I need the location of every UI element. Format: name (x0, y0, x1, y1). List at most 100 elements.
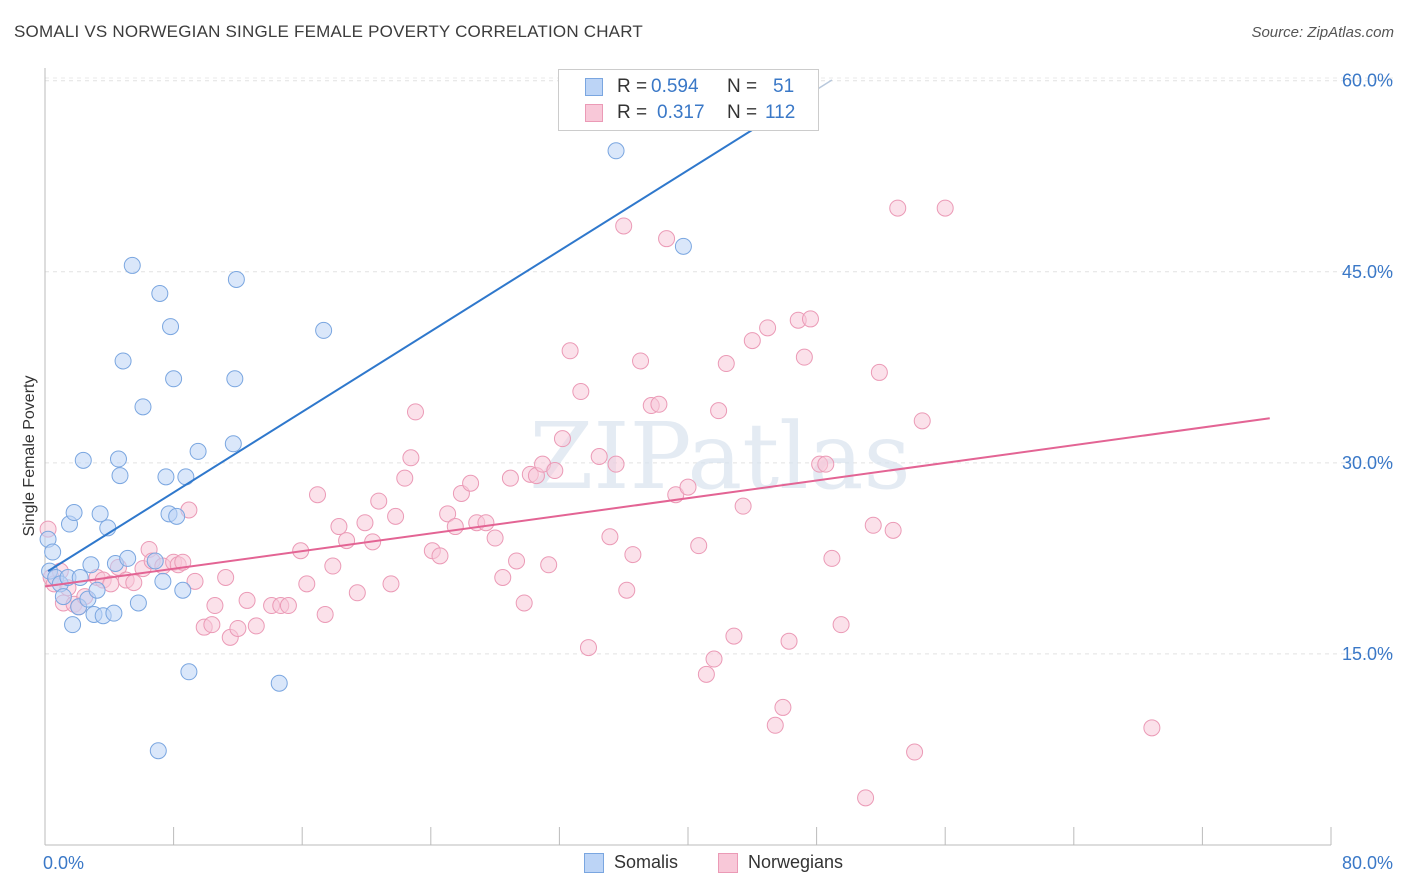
norwegian-point (889, 199, 907, 217)
norwegian-point (743, 332, 761, 350)
norwegian-point (477, 514, 495, 532)
somali-point (165, 370, 183, 388)
somali-point (224, 435, 242, 453)
norwegian-point (650, 395, 668, 413)
norwegians-r-value: 0.317 (657, 102, 705, 123)
somalis-trend-line (47, 92, 812, 572)
norwegian-point (832, 616, 850, 634)
norwegian-point (579, 639, 597, 657)
y-axis-tick-labels: 15.0% 30.0% 45.0% 60.0% (1342, 71, 1393, 664)
norwegian-point (766, 716, 784, 734)
somali-point (82, 556, 100, 574)
norwegians-legend-swatch (718, 853, 738, 873)
somali-point (168, 507, 186, 525)
y-tick-label: 30.0% (1342, 453, 1393, 473)
x-tick-label-min: 0.0% (43, 853, 84, 873)
norwegian-point (546, 462, 564, 480)
norwegian-point (494, 569, 512, 587)
norwegian-point (501, 469, 519, 487)
norwegian-point (402, 449, 420, 467)
norwegian-point (590, 448, 608, 465)
y-tick-label: 45.0% (1342, 262, 1393, 282)
norwegian-point (298, 575, 316, 593)
norwegian-point (206, 597, 224, 615)
correlation-legend: R = 0.594 N = 51 R = 0.317 N = 112 (558, 69, 819, 131)
somali-point (111, 467, 129, 485)
norwegian-point (913, 412, 931, 430)
somali-point (74, 451, 92, 469)
norwegian-point (561, 342, 579, 360)
norwegian-point (870, 363, 888, 381)
somalis-n-value: 51 (773, 76, 795, 97)
norwegian-point (330, 518, 348, 536)
somali-point (109, 450, 127, 468)
norwegian-point (486, 529, 504, 547)
norwegian-point (238, 591, 256, 609)
norwegian-point (615, 217, 633, 235)
norwegian-point (601, 528, 619, 546)
chart-title: SOMALI VS NORWEGIAN SINGLE FEMALE POVERT… (14, 22, 643, 41)
norwegian-point (508, 552, 526, 570)
norwegian-point (387, 507, 405, 525)
somali-point (157, 468, 175, 486)
somali-point (91, 505, 109, 523)
x-tick-label-max: 80.0% (1342, 853, 1393, 873)
norwegian-point (801, 310, 819, 328)
somali-point (149, 742, 167, 760)
norwegian-point (697, 665, 715, 683)
norwegian-point (774, 698, 792, 716)
somali-point (162, 318, 180, 336)
somali-point (270, 674, 288, 692)
r-label: R = (617, 102, 648, 123)
norwegian-point (864, 516, 882, 534)
norwegian-point (247, 617, 265, 635)
somali-point (119, 549, 137, 567)
somali-point (123, 256, 141, 274)
norwegians-swatch (585, 104, 603, 122)
n-label: N = (727, 102, 758, 123)
somali-point (226, 370, 244, 388)
norwegian-point (1143, 719, 1161, 737)
norwegian-point (906, 743, 924, 761)
norwegian-point (679, 478, 697, 496)
norwegian-point (823, 549, 841, 567)
norwegian-point (217, 569, 235, 587)
norwegian-point (396, 469, 414, 487)
norwegian-point (515, 594, 533, 612)
norwegian-point (462, 474, 480, 492)
somali-point (607, 142, 625, 160)
y-tick-label: 15.0% (1342, 644, 1393, 664)
norwegian-point (229, 619, 247, 637)
somali-point (64, 616, 82, 634)
somali-point (105, 604, 123, 622)
trend-lines (44, 79, 1270, 588)
norwegian-point (759, 319, 777, 337)
norwegian-point (705, 650, 723, 668)
norwegian-point (710, 402, 728, 420)
norwegian-point (370, 492, 388, 510)
somalis-legend-swatch (584, 853, 604, 873)
somali-point (315, 321, 333, 339)
somali-point (134, 398, 152, 416)
norwegian-point (725, 627, 743, 645)
somalis-swatch (585, 78, 603, 96)
norwegian-point (607, 455, 625, 473)
r-label: R = (617, 76, 648, 97)
norwegian-point (382, 575, 400, 593)
norwegian-point (356, 514, 374, 532)
somali-point (674, 237, 692, 255)
somali-point (174, 581, 192, 599)
somali-point (114, 352, 132, 370)
norwegian-point (690, 537, 708, 555)
norwegian-point (884, 521, 902, 539)
norwegian-point (348, 584, 366, 602)
norwegian-point (406, 403, 424, 421)
norwegian-point (540, 556, 558, 574)
n-label: N = (727, 76, 758, 97)
somali-point (151, 284, 169, 302)
norwegian-point (795, 348, 813, 366)
somali-point (88, 581, 106, 599)
somali-point (129, 594, 147, 612)
norwegian-point (125, 574, 143, 592)
